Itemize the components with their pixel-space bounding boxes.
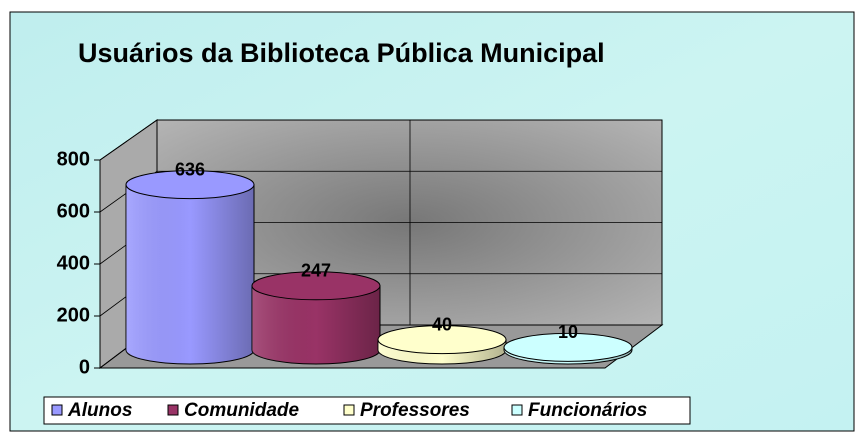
legend-swatch [343, 404, 355, 416]
value-label: 247 [301, 261, 331, 281]
legend-label: Comunidade [184, 400, 299, 421]
cylinder-top [503, 332, 633, 362]
value-label: 40 [432, 314, 452, 334]
y-tick-label: 200 [57, 304, 90, 326]
legend-label: Funcionários [528, 400, 647, 421]
y-tick-label: 0 [79, 356, 90, 378]
legend-swatch [51, 404, 63, 416]
legend-swatch [167, 404, 179, 416]
grid-line [99, 119, 662, 161]
grid-line [99, 170, 662, 213]
cylinder-top [251, 271, 381, 301]
y-tick-label: 600 [57, 200, 90, 222]
y-tick-label: 800 [57, 148, 90, 170]
legend-swatch [511, 404, 523, 416]
cylinder-top [125, 170, 255, 200]
legend-label: Professores [360, 400, 470, 421]
cylinder-top [377, 325, 507, 355]
cylinder-shade [252, 285, 380, 364]
value-label: 10 [558, 322, 578, 342]
cylinder-shade [126, 184, 254, 364]
legend-label: Alunos [67, 400, 132, 421]
y-tick-label: 400 [57, 252, 90, 274]
plot: 0 200 400 600 800 636 247 40 10 [57, 119, 662, 378]
value-label: 636 [175, 159, 205, 179]
legend [43, 396, 691, 425]
chart-title: Usuários da Biblioteca Pública Municipal [78, 38, 605, 68]
